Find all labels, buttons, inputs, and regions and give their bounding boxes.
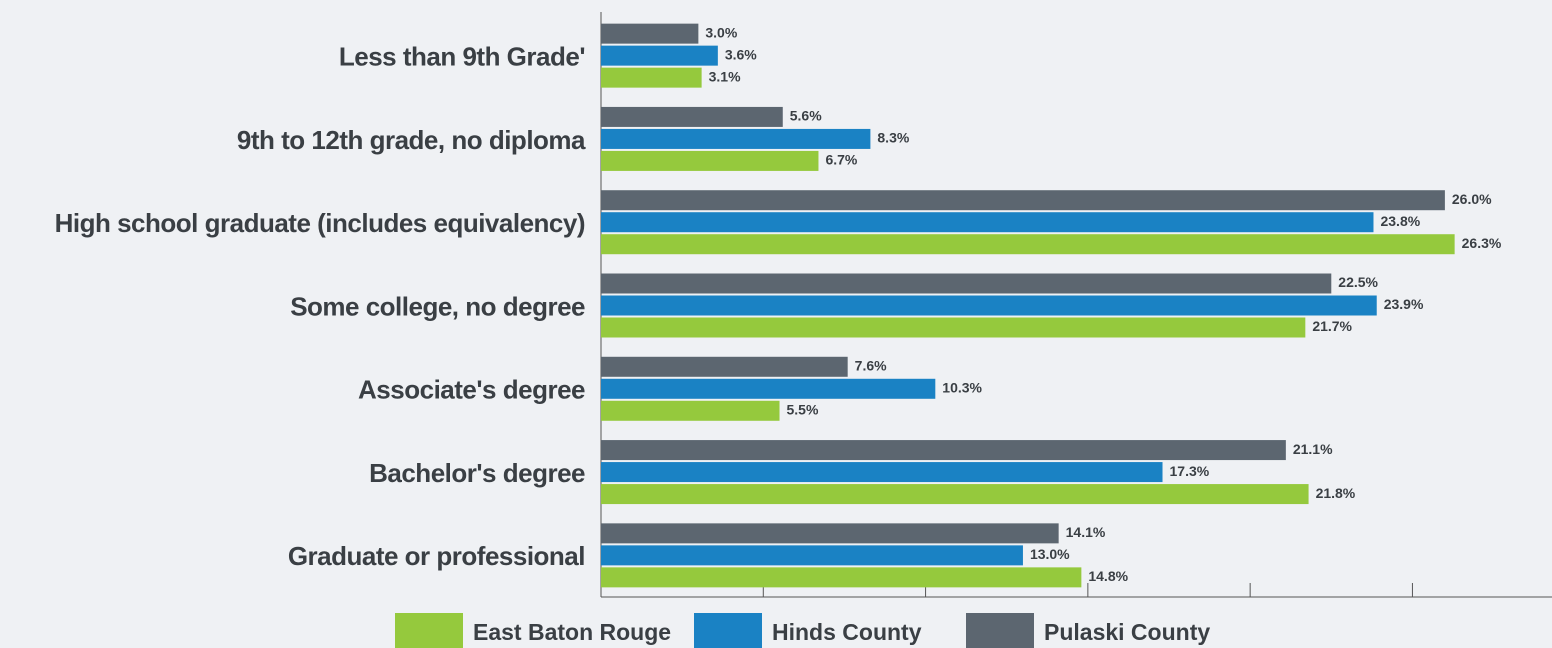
bar [601,190,1445,211]
bar [601,523,1059,544]
bar [601,400,780,421]
value-label: 3.0% [705,24,737,40]
bar [601,106,783,127]
value-label: 3.6% [725,46,757,62]
bar [601,45,718,66]
value-label: 3.1% [709,68,741,84]
category-label: Associate's degree [358,375,585,405]
bar [601,67,702,88]
value-label: 17.3% [1170,463,1210,479]
category-label: High school graduate (includes equivalen… [55,208,585,238]
value-label: 23.9% [1384,296,1424,312]
bar [601,212,1374,233]
legend-label: Pulaski County [1044,619,1210,645]
legend-swatch [694,613,762,648]
value-label: 22.5% [1338,274,1378,290]
value-label: 10.3% [942,379,982,395]
bar [601,567,1082,588]
value-label: 21.8% [1316,485,1356,501]
value-label: 8.3% [877,130,909,146]
legend-swatch [395,613,463,648]
value-label: 23.8% [1380,213,1420,229]
bar [601,295,1377,316]
bar [601,273,1332,294]
legend-swatch [966,613,1034,648]
value-label: 7.6% [855,357,887,373]
legend-label: Hinds County [772,619,922,645]
category-label: 9th to 12th grade, no diploma [237,125,586,155]
value-label: 6.7% [825,152,857,168]
bar [601,356,848,377]
bar [601,234,1455,255]
category-label: Bachelor's degree [369,458,585,488]
bar [601,150,819,171]
bar [601,440,1286,461]
value-label: 13.0% [1030,546,1070,562]
bar [601,317,1306,338]
value-label: 14.8% [1088,568,1128,584]
value-label: 21.1% [1293,441,1333,457]
bar [601,462,1163,483]
bar [601,378,936,399]
value-label: 21.7% [1312,318,1352,334]
value-label: 26.3% [1462,235,1502,251]
category-label: Less than 9th Grade' [339,42,585,72]
category-label: Some college, no degree [290,291,585,321]
category-label: Graduate or professional [288,541,585,571]
value-label: 26.0% [1452,191,1492,207]
bar [601,545,1023,566]
legend-label: East Baton Rouge [473,619,671,645]
value-label: 14.1% [1066,524,1106,540]
value-label: 5.6% [790,108,822,124]
value-label: 5.5% [787,401,819,417]
bar [601,484,1309,505]
bar [601,128,871,149]
bar [601,23,699,44]
